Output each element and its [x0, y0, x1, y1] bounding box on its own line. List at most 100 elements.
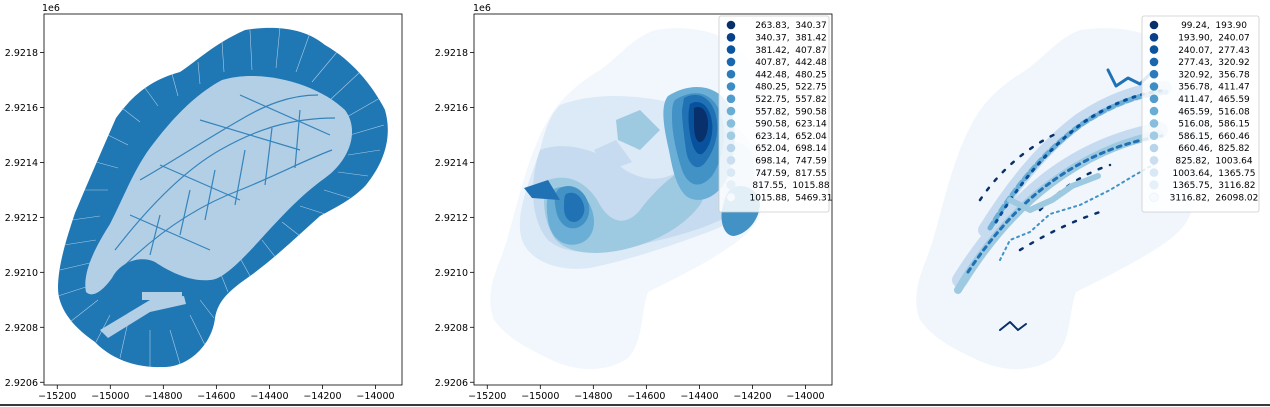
legend-label: 193.90, 240.07	[1178, 34, 1250, 44]
legend-box-3	[1141, 15, 1260, 213]
y-tick-label: 2.9206	[435, 378, 468, 389]
offset-text-2: 1e6	[473, 3, 491, 14]
legend-swatch	[726, 82, 736, 91]
legend-label: 747.59, 817.55	[755, 169, 827, 179]
legend-swatch	[726, 33, 736, 42]
legend-label: 652.04, 698.14	[755, 144, 827, 154]
legend-swatch	[1149, 82, 1159, 91]
legend-label: 3116.82, 26098.02	[1170, 193, 1259, 203]
y-tick-label: 2.9216	[5, 103, 38, 114]
legend-swatch	[726, 45, 736, 54]
x-tick-label: −15000	[91, 391, 129, 402]
legend-entries-2: 263.83, 340.37 340.37, 381.42 381.42, 407.…	[726, 20, 832, 203]
x-tick-label: −15000	[521, 391, 559, 402]
legend-label: 817.55, 1015.88	[752, 181, 830, 191]
map-panel-1: 1e6 −15200 −15000 −14800 −14600 −14400 −14200…	[5, 3, 403, 402]
legend-swatch	[726, 94, 736, 104]
x-tick-label: −14400	[250, 391, 288, 402]
legend-label: 407.87, 442.48	[755, 58, 827, 68]
legend-3: 99.24, 193.90 193.90, 240.07 240.07, 277.4…	[1141, 15, 1260, 213]
legend-swatch	[726, 180, 736, 190]
axes-frame-1	[43, 13, 403, 386]
legend-label: 516.08, 586.15	[1178, 120, 1250, 130]
legend-entries-3: 99.24, 193.90 193.90, 240.07 240.07, 277.4…	[1149, 20, 1259, 203]
legend-label: 320.92, 356.78	[1178, 70, 1250, 80]
y-tick-label: 2.9210	[5, 268, 38, 279]
axes-frame-2	[473, 13, 833, 386]
x-tick-label: −14800	[574, 391, 612, 402]
legend-swatch	[1149, 180, 1159, 190]
legend-label: 590.58, 623.14	[755, 120, 827, 130]
legend-label: 1003.64, 1365.75	[1172, 169, 1255, 179]
y-tick-label: 2.9214	[5, 158, 38, 169]
legend-label: 411.47, 465.59	[1178, 95, 1250, 105]
legend-label: 277.43, 320.92	[1178, 58, 1250, 68]
y-tick-label: 2.9206	[5, 378, 38, 389]
y-tick-label: 2.9216	[435, 103, 468, 114]
legend-swatch	[1149, 57, 1159, 67]
y-tick-label: 2.9208	[5, 323, 38, 334]
legend-swatch	[726, 69, 736, 79]
map-panel-3: 99.24, 193.90 193.90, 240.07 240.07, 277.4…	[916, 15, 1260, 370]
legend-label: 623.14, 652.04	[755, 132, 827, 142]
legend-swatch	[1149, 156, 1159, 165]
y-tick-label: 2.9212	[435, 213, 468, 224]
legend-label: 522.75, 557.82	[755, 95, 827, 105]
legend-label: 660.46, 825.82	[1178, 144, 1250, 154]
tessellation-map	[57, 26, 388, 368]
legend-swatch	[1149, 94, 1159, 104]
legend-label: 825.82, 1003.64	[1175, 157, 1253, 167]
choropleth-map-2: 263.83, 340.37 340.37, 381.42 381.42, 407.…	[490, 15, 832, 370]
legend-swatch	[1149, 20, 1159, 30]
legend-swatch	[726, 192, 736, 202]
axis-ticks-1: −15200 −15000 −14800 −14600 −14400 −14200 −140…	[5, 48, 395, 402]
map-panel-2: 263.83, 340.37 340.37, 381.42 381.42, 407.…	[435, 3, 833, 402]
tessellation-lines	[57, 26, 385, 367]
x-tick-label: −14000	[786, 391, 824, 402]
legend-label: 340.37, 381.42	[755, 34, 827, 44]
street-network	[114, 94, 336, 271]
legend-box-2	[718, 15, 830, 213]
bottom-divider	[0, 404, 1270, 406]
legend-label: 698.14, 747.59	[755, 157, 827, 167]
legend-label: 557.82, 590.58	[755, 107, 827, 117]
legend-swatch	[726, 168, 736, 177]
x-tick-label: −14600	[627, 391, 665, 402]
legend-2: 263.83, 340.37 340.37, 381.42 381.42, 407.…	[718, 15, 832, 213]
legend-swatch	[1149, 106, 1159, 116]
y-tick-label: 2.9218	[5, 48, 38, 59]
x-tick-label: −15200	[468, 391, 506, 402]
legend-swatch	[726, 106, 736, 116]
legend-label: 263.83, 340.37	[755, 21, 827, 31]
legend-swatch	[726, 131, 736, 140]
offset-text-1: 1e6	[42, 3, 60, 14]
y-tick-label: 2.9218	[435, 48, 468, 59]
legend-swatch	[726, 143, 736, 153]
legend-swatch	[1149, 192, 1159, 202]
legend-swatch	[1149, 69, 1159, 79]
choropleth-regions-2	[519, 86, 763, 269]
x-tick-label: −14200	[733, 391, 771, 402]
choropleth-regions-3	[952, 68, 1172, 331]
legend-swatch	[726, 156, 736, 165]
y-tick-label: 2.9210	[435, 268, 468, 279]
x-tick-label: −14800	[144, 391, 182, 402]
legend-label: 1015.88, 5469.31	[749, 193, 832, 203]
buildings	[85, 75, 353, 338]
y-tick-label: 2.9214	[435, 158, 468, 169]
legend-swatch	[1149, 131, 1159, 140]
legend-swatch	[1149, 45, 1159, 54]
legend-label: 465.59, 516.08	[1178, 107, 1250, 117]
legend-label: 99.24, 193.90	[1181, 21, 1247, 31]
choropleth-outline-3	[916, 28, 1210, 370]
legend-swatch	[1149, 168, 1159, 177]
legend-swatch	[1149, 33, 1159, 42]
legend-label: 381.42, 407.87	[755, 46, 827, 56]
legend-swatch	[1149, 143, 1159, 153]
x-tick-label: −14600	[197, 391, 235, 402]
legend-label: 356.78, 411.47	[1178, 83, 1250, 93]
legend-label: 480.25, 522.75	[755, 83, 827, 93]
x-tick-label: −14200	[303, 391, 341, 402]
y-tick-label: 2.9208	[435, 323, 468, 334]
